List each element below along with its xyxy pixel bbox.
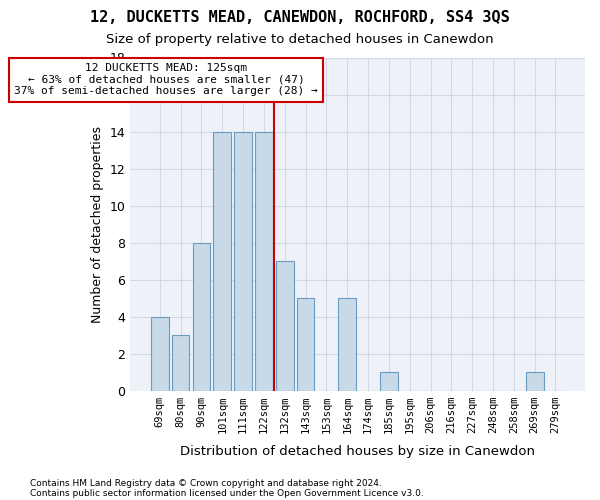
Bar <box>526 372 544 391</box>
Y-axis label: Number of detached properties: Number of detached properties <box>91 126 104 323</box>
Text: Contains HM Land Registry data © Crown copyright and database right 2024.: Contains HM Land Registry data © Crown c… <box>30 478 382 488</box>
Text: 12, DUCKETTS MEAD, CANEWDON, ROCHFORD, SS4 3QS: 12, DUCKETTS MEAD, CANEWDON, ROCHFORD, S… <box>90 10 510 25</box>
Text: 12 DUCKETTS MEAD: 125sqm
← 63% of detached houses are smaller (47)
37% of semi-d: 12 DUCKETTS MEAD: 125sqm ← 63% of detach… <box>14 63 318 96</box>
Bar <box>234 132 252 391</box>
Text: Contains public sector information licensed under the Open Government Licence v3: Contains public sector information licen… <box>30 488 424 498</box>
Bar <box>380 372 398 391</box>
Bar <box>214 132 231 391</box>
Bar <box>172 336 190 391</box>
Bar <box>151 317 169 391</box>
Bar <box>276 262 293 391</box>
Bar <box>255 132 273 391</box>
Text: Size of property relative to detached houses in Canewdon: Size of property relative to detached ho… <box>106 32 494 46</box>
Bar <box>297 298 314 391</box>
X-axis label: Distribution of detached houses by size in Canewdon: Distribution of detached houses by size … <box>180 444 535 458</box>
Bar <box>338 298 356 391</box>
Bar <box>193 243 211 391</box>
